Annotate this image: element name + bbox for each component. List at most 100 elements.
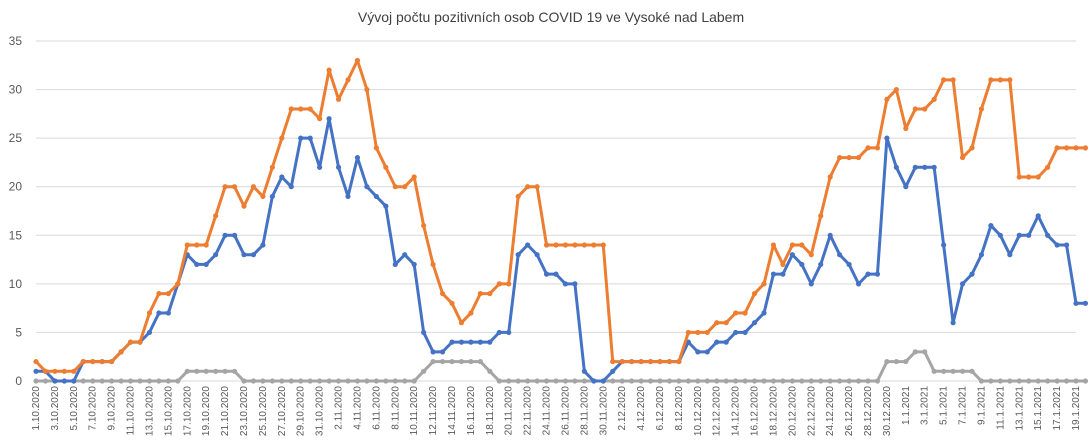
x-tick-label: 18.12.2020 (768, 386, 779, 436)
series-3-point (260, 378, 266, 384)
series-1-point (780, 271, 786, 277)
x-tick-label: 21.10.2020 (220, 386, 231, 436)
series-3 (33, 349, 1089, 384)
series-3-point (1063, 378, 1070, 384)
x-tick-label: 29.10.2020 (296, 386, 307, 436)
series-1-point (241, 252, 247, 258)
series-2-point (307, 106, 313, 112)
series-2-point (799, 242, 805, 248)
series-1-point (600, 378, 606, 384)
series-2-point (1026, 174, 1032, 180)
series-1-point (742, 329, 748, 336)
x-tick-label: 12.12.2020 (712, 386, 723, 436)
series-1-point (298, 135, 304, 141)
series-3-point (799, 378, 805, 384)
series-3-point (1082, 378, 1089, 384)
series-1-point (950, 320, 956, 326)
x-tick-label: 18.11.2020 (485, 386, 496, 436)
series-1-point (903, 184, 909, 190)
series-1-point (156, 310, 162, 316)
series-3-point (657, 378, 663, 384)
series-2-point (146, 310, 153, 316)
series-2-point (865, 145, 871, 151)
x-axis-ticks: 1.10.2020 3.10.2020 5.10.2020 7.10.2020 9.10… (31, 386, 1082, 436)
series-2-point (52, 368, 58, 374)
series-1-point (610, 368, 616, 374)
series-1-point (846, 261, 852, 268)
series-1-point (345, 193, 351, 200)
series-2-point (941, 77, 947, 83)
gridlines (36, 40, 1076, 382)
series-2-point (525, 184, 531, 190)
series-2-point (912, 106, 918, 112)
series-1-point (203, 261, 209, 268)
x-tick-label: 6.12.2020 (655, 386, 666, 431)
series-3-point (685, 378, 691, 384)
series-2-point (317, 116, 323, 122)
series-2-point (458, 320, 465, 326)
series-1-point (543, 271, 550, 277)
series-3-point (884, 358, 890, 365)
series-3-point (647, 378, 654, 384)
series-2-point (950, 77, 956, 83)
series-3-point (676, 378, 682, 384)
y-tick-label: 20 (9, 180, 23, 194)
series-1-point (695, 349, 701, 355)
series-2-point (1045, 164, 1051, 170)
series-3-point (477, 358, 483, 365)
series-3-point (146, 378, 153, 384)
series-3-point (335, 378, 342, 384)
series-2-point (449, 300, 455, 306)
series-1-point (402, 252, 408, 258)
series-1-point (279, 174, 285, 180)
series-1-point (260, 242, 266, 248)
series-3-point (855, 378, 862, 384)
series-2-point (922, 106, 928, 112)
series-2-point (373, 145, 379, 151)
series-2-point (685, 329, 691, 336)
series-2-point (666, 358, 673, 365)
series-3-point (165, 378, 171, 384)
series-1-point (789, 252, 795, 258)
series-1-point (591, 378, 597, 384)
chart-title: Vývoj počtu pozitivních osob COVID 19 ve… (358, 9, 744, 25)
x-tick-label: 4.12.2020 (636, 386, 647, 431)
series-3-point (137, 378, 143, 384)
y-tick-label: 15 (9, 228, 23, 242)
series-1-point (837, 252, 843, 258)
series-3-point (99, 378, 105, 384)
series-3-point (402, 378, 408, 384)
series-2-point (1007, 77, 1013, 83)
series-2-point (61, 368, 67, 374)
series-3-point (156, 378, 162, 384)
series-3-point (610, 378, 616, 384)
series-2-point (80, 358, 86, 365)
x-tick-label: 20.11.2020 (504, 386, 515, 436)
series-3-point (761, 378, 767, 384)
x-tick-label: 26.11.2020 (560, 386, 571, 436)
series-1-point (978, 252, 985, 258)
series-2-point (969, 145, 975, 151)
x-tick-label: 12.11.2020 (428, 386, 439, 436)
series-2-point (90, 358, 96, 365)
series-2-point (581, 242, 587, 248)
series-2-point (553, 242, 559, 248)
series-1-point (250, 252, 257, 258)
x-tick-label: 23.10.2020 (239, 386, 250, 436)
series-3-point (846, 378, 852, 384)
series-1-point (572, 281, 578, 287)
y-tick-label: 0 (15, 374, 22, 388)
series-2-point (600, 242, 606, 248)
series-2-point (591, 242, 597, 248)
series-3-point (818, 378, 824, 384)
series-1-point (506, 329, 512, 336)
series-1-point (534, 252, 540, 258)
series-3-point (194, 368, 200, 374)
series-1-point (893, 164, 899, 170)
series-2-point (213, 213, 219, 219)
series-3-point (572, 378, 578, 384)
x-tick-label: 22.12.2020 (806, 386, 817, 436)
series-3-point (213, 368, 219, 374)
x-tick-label: 10.12.2020 (693, 386, 704, 436)
series-3-point (468, 358, 474, 365)
